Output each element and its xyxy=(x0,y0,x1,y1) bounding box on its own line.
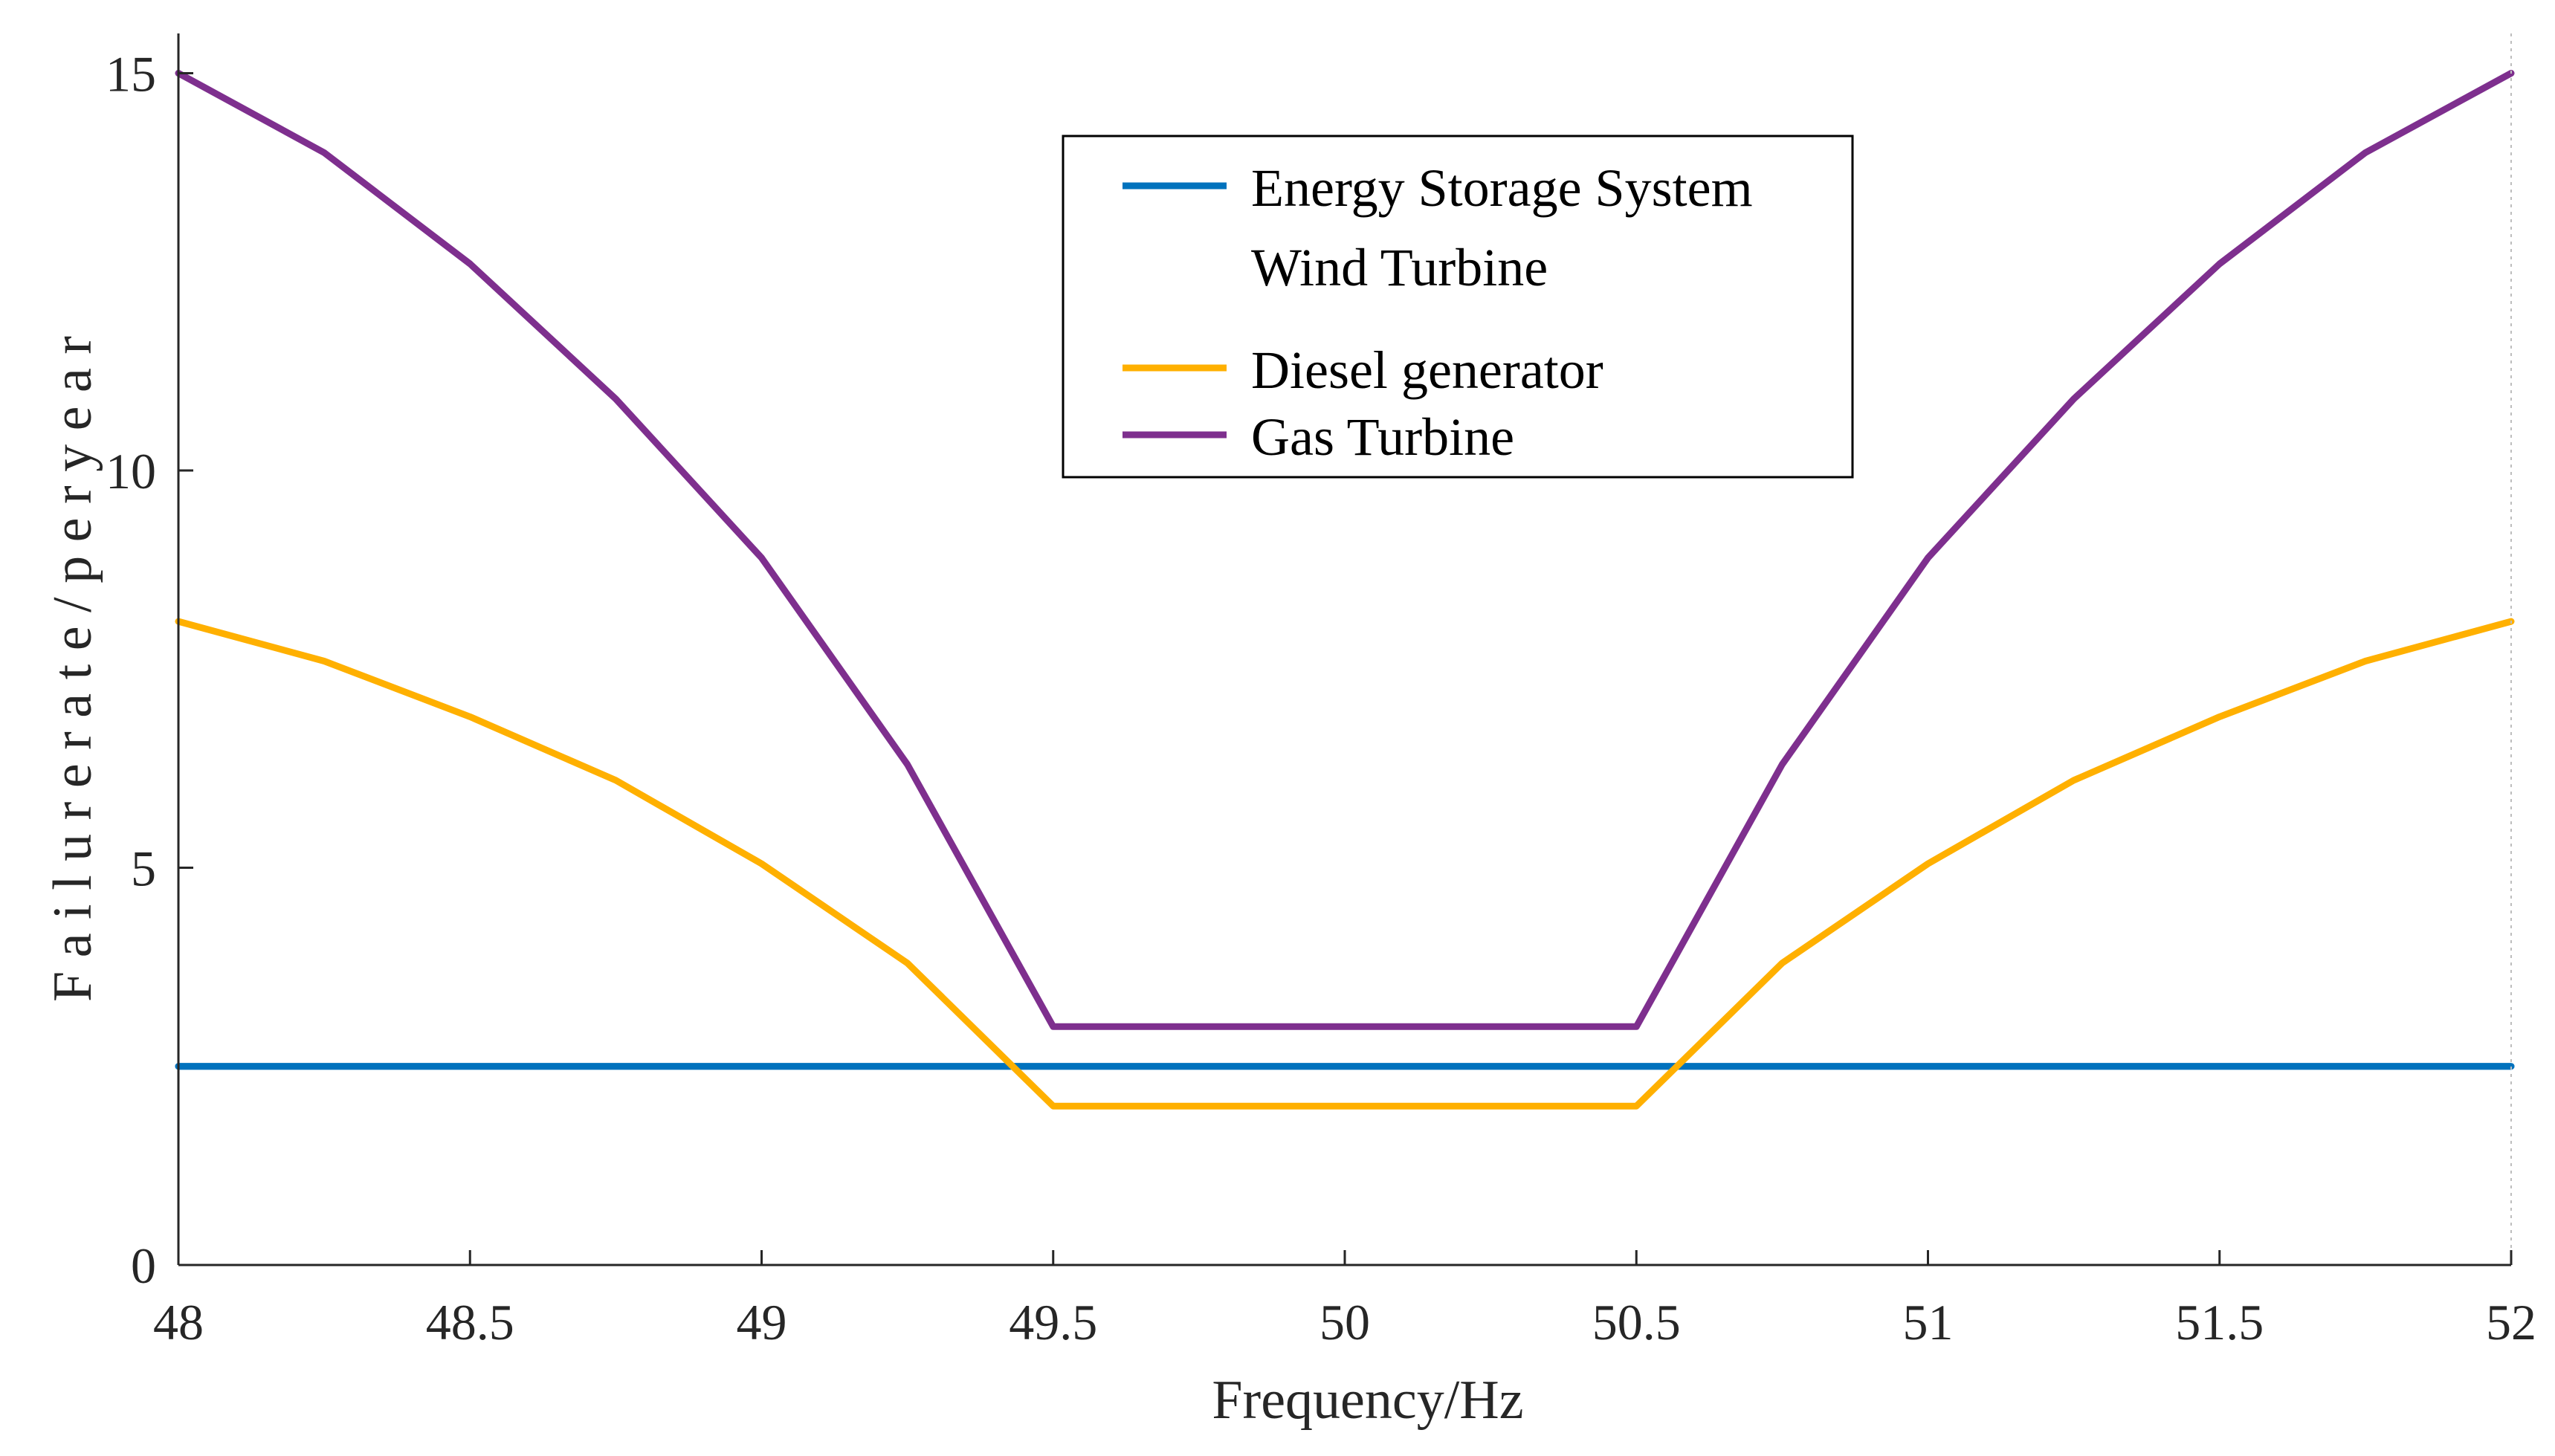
x-tick-label: 48.5 xyxy=(426,1294,514,1350)
x-axis-title: Frequency/Hz xyxy=(1212,1370,1523,1431)
y-tick-label: 15 xyxy=(106,45,156,102)
legend-label-diesel-generator: Diesel generator xyxy=(1251,340,1603,400)
x-tick-label: 52 xyxy=(2486,1294,2536,1350)
legend: Energy Storage System Wind Turbine Diesel … xyxy=(1062,135,1854,479)
x-tick-label: 49.5 xyxy=(1009,1294,1097,1350)
series-line-gas-turbine xyxy=(175,70,2515,1030)
legend-box xyxy=(1062,135,1854,479)
y-tick-label: 10 xyxy=(106,443,156,499)
y-axis-title: F a i l u r e r a t e / p e r y e a r xyxy=(42,336,103,1002)
series-line-diesel-generator xyxy=(175,618,2515,1110)
legend-label-energy-storage-system: Energy Storage System xyxy=(1251,158,1753,218)
legend-label-gas-turbine: Gas Turbine xyxy=(1251,407,1514,467)
legend-label-wind-turbine: Wind Turbine xyxy=(1251,238,1548,297)
y-tick-label: 0 xyxy=(131,1237,156,1294)
x-tick-label: 48 xyxy=(153,1294,204,1350)
x-tick-label: 50 xyxy=(1320,1294,1370,1350)
x-tick-label: 51.5 xyxy=(2175,1294,2264,1350)
y-tick-label: 5 xyxy=(131,840,156,896)
x-tick-label: 50.5 xyxy=(1592,1294,1681,1350)
series-layer xyxy=(175,70,2515,1110)
x-tick-label: 49 xyxy=(737,1294,787,1350)
x-tick-label: 51 xyxy=(1903,1294,1954,1350)
ticks-layer: 48 48.5 49 49.5 50 50.5 51 51.5 52 0 5 10 15 xyxy=(106,45,2536,1350)
